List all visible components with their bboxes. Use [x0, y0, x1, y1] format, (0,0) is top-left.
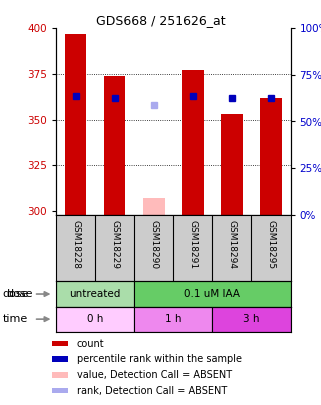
Bar [143, 198, 165, 215]
Bar [221, 114, 243, 215]
Text: 3 h: 3 h [243, 314, 260, 324]
Text: GSM18290: GSM18290 [149, 220, 158, 269]
Bar [52, 388, 68, 394]
Text: percentile rank within the sample: percentile rank within the sample [77, 354, 242, 364]
Text: count: count [77, 339, 105, 349]
Bar [260, 98, 282, 215]
Text: value, Detection Call = ABSENT: value, Detection Call = ABSENT [77, 370, 232, 380]
Text: GDS668 / 251626_at: GDS668 / 251626_at [96, 14, 225, 27]
Bar [65, 34, 86, 215]
Text: GSM18291: GSM18291 [188, 220, 197, 269]
Text: 0.1 uM IAA: 0.1 uM IAA [184, 289, 240, 299]
Text: GSM18229: GSM18229 [110, 220, 119, 269]
Text: dose: dose [3, 289, 29, 299]
Text: rank, Detection Call = ABSENT: rank, Detection Call = ABSENT [77, 386, 227, 396]
Text: GSM18294: GSM18294 [227, 220, 237, 269]
Bar [134, 281, 291, 307]
Bar [134, 307, 213, 332]
Bar [52, 356, 68, 362]
Bar [182, 70, 204, 215]
Text: 1 h: 1 h [165, 314, 182, 324]
Bar [52, 341, 68, 346]
Text: dose: dose [6, 289, 33, 299]
Bar [104, 76, 126, 215]
Bar [56, 281, 134, 307]
Text: GSM18228: GSM18228 [71, 220, 80, 269]
Bar [56, 307, 134, 332]
Text: GSM18295: GSM18295 [266, 220, 275, 269]
Text: 0 h: 0 h [87, 314, 103, 324]
Bar [52, 372, 68, 378]
Text: time: time [3, 314, 28, 324]
Bar [213, 307, 291, 332]
Text: untreated: untreated [70, 289, 121, 299]
